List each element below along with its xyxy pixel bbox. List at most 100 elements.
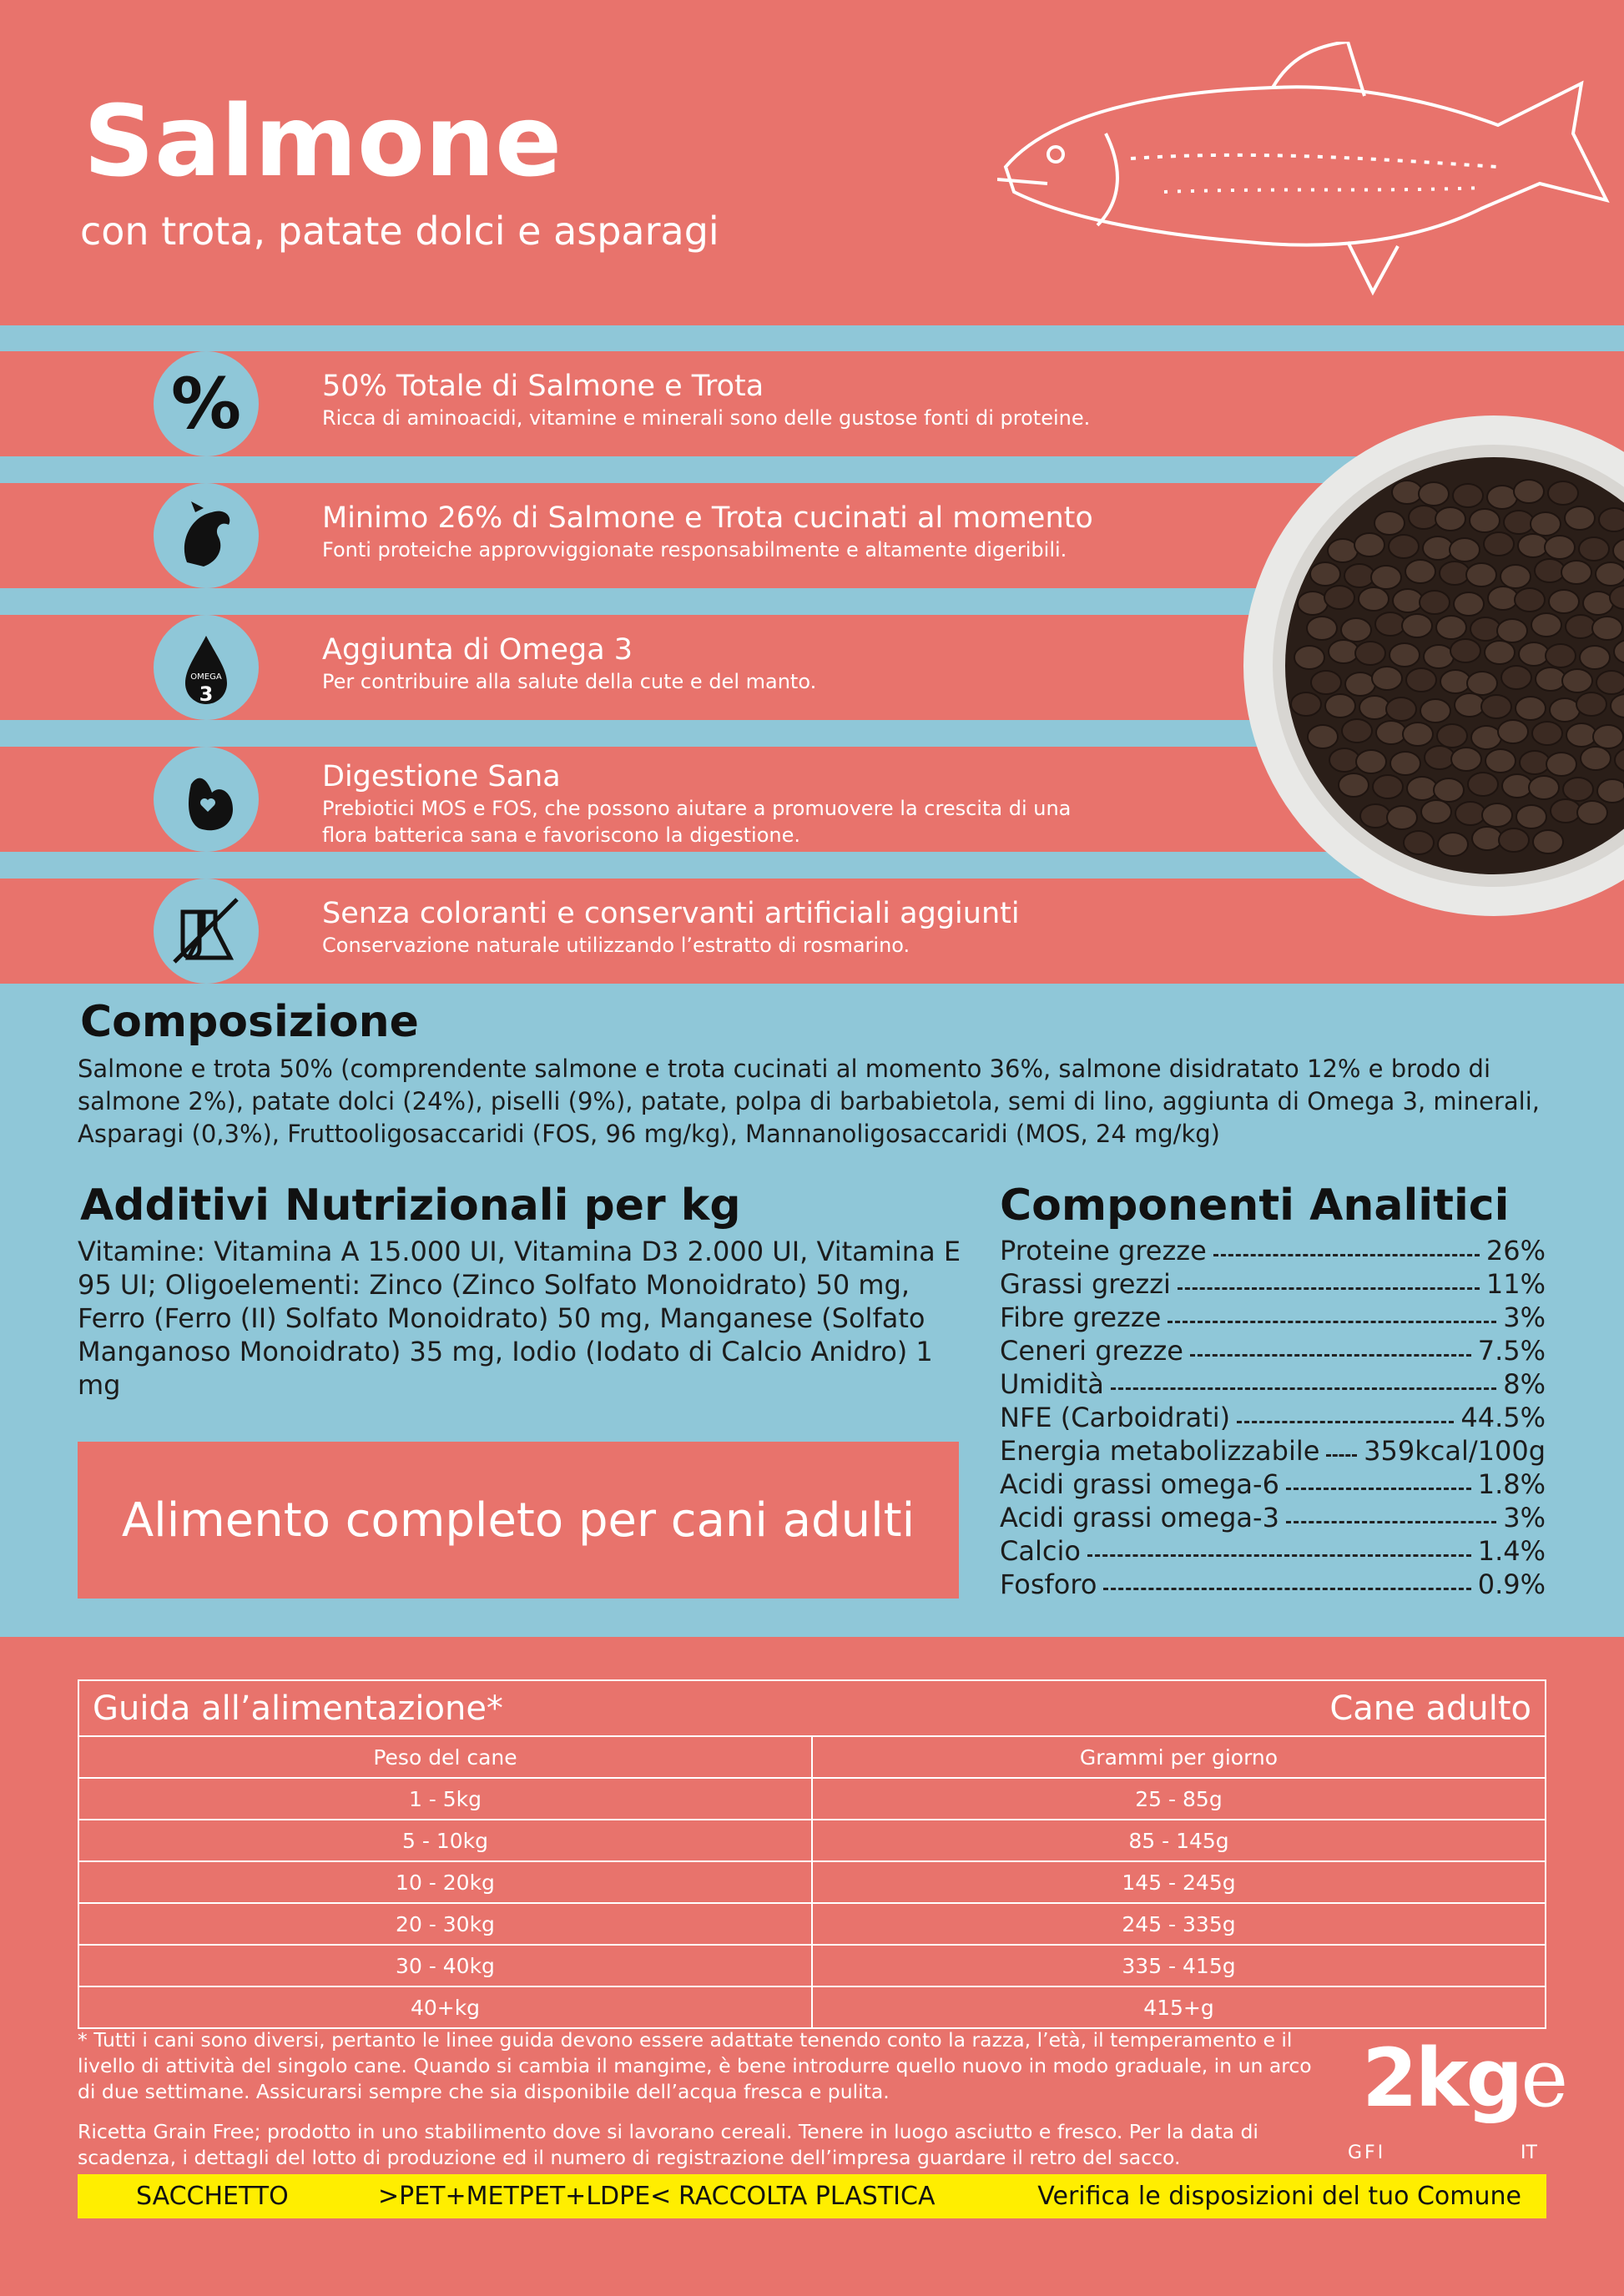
kibble xyxy=(1486,485,1518,510)
kibble xyxy=(1591,616,1623,641)
feature-text: Ricca di aminoacidi, vitamine e minerali… xyxy=(322,406,1091,430)
weight-mark: e xyxy=(1521,2032,1568,2125)
table-cell: 335 - 415g xyxy=(811,1944,1546,1987)
kibble xyxy=(1578,536,1610,561)
table-row: 10 - 20kg 145 - 245g xyxy=(78,1860,1546,1904)
table-cell: 1 - 5kg xyxy=(78,1777,813,1820)
analytical-row: NFE (Carboidrati) 44.5% xyxy=(1000,1400,1546,1433)
kibble xyxy=(1423,644,1455,669)
kibble xyxy=(1513,479,1545,504)
table-cell: 5 - 10kg xyxy=(78,1819,813,1862)
kibble xyxy=(1518,642,1550,667)
kibble xyxy=(1402,722,1434,747)
nutrient-value: 3% xyxy=(1503,1302,1546,1333)
feature-stripe xyxy=(0,351,1624,456)
analytical-row: Acidi grassi omega-3 3% xyxy=(1000,1500,1546,1533)
kibble xyxy=(1306,616,1338,641)
kibble xyxy=(1435,615,1467,640)
nutrient-value: 8% xyxy=(1503,1368,1546,1400)
additives-text: Vitamine: Vitamina A 15.000 UI, Vitamina… xyxy=(78,1236,961,1401)
kibble xyxy=(1375,720,1407,745)
kibble xyxy=(1453,592,1485,617)
feature-title: Digestione Sana xyxy=(322,760,561,793)
kibble xyxy=(1598,507,1624,532)
recycling-text: RACCOLTA PLASTICA xyxy=(678,2182,936,2211)
kibble xyxy=(1514,587,1546,612)
kibble xyxy=(1550,798,1581,823)
feature-text: Per contribuire alla salute della cute e… xyxy=(322,670,817,693)
kibble xyxy=(1595,561,1624,587)
analytical-row: Umidità 8% xyxy=(1000,1367,1546,1400)
table-cell: 30 - 40kg xyxy=(78,1944,813,1987)
kibble xyxy=(1328,639,1359,664)
subtitle: con trota, patate dolci e asparagi xyxy=(80,209,719,254)
kibble xyxy=(1531,721,1563,746)
table-cell: 145 - 245g xyxy=(811,1860,1546,1904)
kibble xyxy=(1436,723,1468,748)
nutrient-name: Calcio xyxy=(1000,1535,1081,1567)
note: Ricetta Grain Free; prodotto in uno stab… xyxy=(78,2120,1258,2169)
analytical-row: Acidi grassi omega-6 1.8% xyxy=(1000,1467,1546,1500)
nutrient-name: Energia metabolizzabile xyxy=(1000,1435,1320,1467)
kibble xyxy=(1440,669,1471,694)
kibble xyxy=(1549,697,1581,723)
kibble xyxy=(1546,752,1577,777)
kibble xyxy=(1401,613,1433,638)
nutrient-name: NFE (Carboidrati) xyxy=(1000,1402,1231,1433)
feature-title: Senza coloranti e conservanti artificial… xyxy=(322,897,1020,930)
table-row: 20 - 30kg 245 - 335g xyxy=(78,1902,1546,1946)
kibble xyxy=(1530,511,1561,536)
nutrient-name: Acidi grassi omega-3 xyxy=(1000,1502,1279,1533)
kibble xyxy=(1480,694,1512,719)
nutrient-value: 26% xyxy=(1485,1235,1546,1266)
kibble xyxy=(1471,826,1503,851)
kibble xyxy=(1470,725,1502,750)
feature-icon xyxy=(154,483,259,588)
kibble xyxy=(1466,671,1498,696)
weight-value: 2kg xyxy=(1362,2032,1523,2125)
kibble xyxy=(1610,693,1624,718)
leader xyxy=(1110,1387,1497,1390)
kibble xyxy=(1290,692,1322,717)
kibble xyxy=(1582,591,1614,616)
feature-stripe xyxy=(0,879,1624,984)
kibble xyxy=(1596,778,1624,803)
kibble xyxy=(1344,672,1376,697)
analytical-row: Proteine grezze 26% xyxy=(1000,1233,1546,1266)
nutrient-value: 359kcal/100g xyxy=(1364,1435,1546,1467)
kibble xyxy=(1496,618,1528,643)
feature-text: flora batterica sana e favoriscono la di… xyxy=(322,823,801,847)
kibble xyxy=(1419,590,1450,615)
code: GFI xyxy=(1348,2142,1386,2163)
leader xyxy=(1087,1554,1471,1557)
table-row: 1 - 5kg 25 - 85g xyxy=(78,1777,1546,1820)
kibble xyxy=(1439,561,1470,586)
composition-text: Salmone e trota 50% (comprendente salmon… xyxy=(78,1055,1540,1148)
kibble xyxy=(1392,588,1424,613)
analytical-row: Grassi grezzi 11% xyxy=(1000,1266,1546,1300)
kibble xyxy=(1516,804,1547,829)
fish-illustration xyxy=(997,42,1610,296)
kibble xyxy=(1564,506,1596,531)
feature-text: Fonti proteiche approvviggionate respons… xyxy=(322,538,1067,561)
table-cell: 10 - 20kg xyxy=(78,1860,813,1904)
table-row: 30 - 40kg 335 - 415g xyxy=(78,1944,1546,1987)
kibble xyxy=(1437,832,1469,857)
nutrient-value: 3% xyxy=(1503,1502,1546,1533)
kibble xyxy=(1576,692,1607,717)
kibble xyxy=(1531,612,1562,637)
nutrient-value: 11% xyxy=(1485,1268,1546,1300)
feature-icon xyxy=(154,747,259,852)
kibble xyxy=(1483,531,1515,556)
leader xyxy=(1237,1421,1455,1423)
feature-title: 50% Totale di Salmone e Trota xyxy=(322,370,764,403)
kibble xyxy=(1469,508,1500,533)
kibble xyxy=(1372,774,1404,799)
nutrient-name: Fibre grezze xyxy=(1000,1302,1162,1333)
kibble xyxy=(1405,667,1437,692)
leader xyxy=(1177,1287,1480,1290)
leader xyxy=(1213,1254,1480,1256)
nutrient-name: Proteine grezze xyxy=(1000,1235,1207,1266)
analytical-row: Ceneri grezze 7.5% xyxy=(1000,1333,1546,1367)
analytical-row: Energia metabolizzabile 359kcal/100g xyxy=(1000,1433,1546,1467)
